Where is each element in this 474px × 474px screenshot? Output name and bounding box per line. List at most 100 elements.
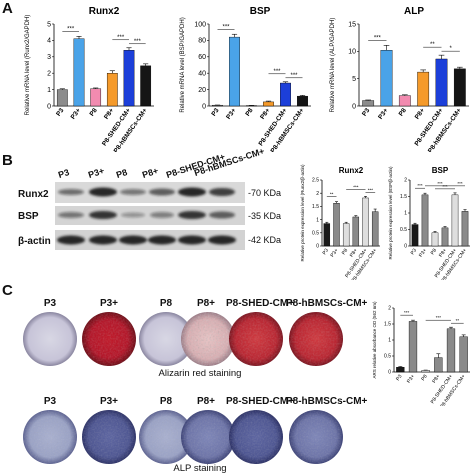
blot-kda-label: -42 KDa: [248, 235, 282, 245]
y-tick-label: 2: [316, 191, 319, 197]
y-tick-label: 2: [404, 178, 407, 184]
significance-label: ***: [417, 183, 423, 188]
y-tick-label: 1.5: [312, 204, 319, 210]
panel-label-c: C: [2, 282, 13, 299]
bar: [398, 95, 411, 107]
y-tick-label: 0.5: [312, 230, 319, 236]
bar: [263, 101, 274, 107]
bar: [229, 36, 240, 107]
dish-label: P8-SHED-CM+: [226, 298, 295, 309]
y-tick-label: 0.5: [384, 354, 391, 360]
bar: [446, 328, 456, 373]
blot-kda-label: -70 KDa: [248, 188, 282, 198]
alizarin-dishes: [23, 312, 343, 366]
y-tick-label: 15: [348, 21, 356, 28]
significance-label: ***: [222, 24, 230, 30]
chart-c-ars: ARS relative absorbance OD (562 nm) 0 0.5 1…: [372, 301, 470, 406]
bar: [106, 72, 118, 107]
x-tick-label: P8+: [414, 107, 427, 121]
significance-label: ***: [67, 26, 75, 32]
alp-title: ALP staining: [173, 463, 227, 474]
bar: [408, 321, 418, 373]
bar: [56, 89, 68, 107]
y-tick-label: 2: [388, 306, 391, 312]
panel-label-a: A: [2, 0, 13, 17]
y-tick-label: 4: [47, 38, 51, 45]
x-tick-label: P3: [361, 107, 372, 118]
bar: [441, 227, 449, 247]
x-tick-label: P3+: [330, 248, 340, 259]
chart-a-bsp: BSP Relative mRNA level (BSP/GAPDH) 0 20 40 6…: [180, 6, 311, 152]
x-tick-label: P3: [210, 107, 221, 118]
bar: [431, 232, 439, 247]
chart-title: ALP: [404, 6, 424, 17]
bar: [352, 216, 360, 247]
y-tick-label: 10: [348, 49, 356, 56]
y-tick-label: 0: [47, 103, 51, 110]
y-tick-label: 0: [352, 103, 356, 110]
dish-label: P8-hBMSCs-CM+: [286, 298, 368, 309]
bar: [297, 95, 308, 107]
bar: [140, 65, 152, 107]
chart-title: Runx2: [339, 166, 364, 175]
chart-title: BSP: [432, 166, 449, 175]
blot-row-label: β-actin: [18, 236, 51, 247]
chart-a-runx2: Runx2 Relative mRNA level (Runx2/GAPDH) 0 1…: [25, 6, 154, 152]
dish-label: P8-SHED-CM+: [226, 396, 295, 407]
dish-label: P8: [159, 298, 173, 309]
y-tick-label: 0: [202, 103, 206, 110]
x-tick-label: P8+: [259, 107, 272, 121]
x-tick-label: P3+: [418, 248, 428, 259]
y-tick-label: 100: [194, 21, 206, 28]
y-tick-label: 5: [47, 21, 51, 28]
x-tick-label: P8: [430, 248, 439, 257]
y-tick-label: 20: [198, 87, 206, 94]
significance-label: ***: [436, 315, 442, 320]
y-tick-label: 2.5: [312, 178, 319, 184]
dish-p3: [23, 312, 77, 366]
y-tick-label: 0: [388, 370, 391, 376]
y-tick-label: 1.5: [384, 322, 391, 328]
x-tick-label: P3: [55, 107, 66, 118]
x-tick-label: P8: [398, 107, 409, 118]
bar: [421, 194, 429, 247]
bar: [435, 58, 448, 107]
y-tick-label: 5: [352, 76, 356, 83]
y-tick-label: 1: [404, 211, 407, 217]
significance-label: **: [456, 318, 460, 323]
significance-label: ***: [353, 184, 359, 189]
dish-label: P3+: [99, 298, 119, 309]
y-tick-label: 2: [47, 71, 51, 78]
alizarin-title: Alizarin red staining: [158, 368, 242, 379]
significance-label: ***: [404, 310, 410, 315]
significance-label: ***: [457, 181, 463, 186]
x-tick-label: P3+: [406, 374, 416, 385]
x-tick-label: P3+: [225, 107, 238, 121]
chart-b-runx2: Runx2 Relative protein expression level (…: [300, 164, 380, 280]
x-tick-label: P8: [420, 374, 429, 383]
chart-a-alp: ALP Relative mRNA level (ALP/GAPDH) 0 5 10 15…: [330, 6, 469, 152]
bar: [434, 357, 443, 373]
bar: [451, 194, 459, 247]
y-tick-label: 0: [404, 244, 407, 250]
y-axis-label: Relative mRNA level (ALP/GAPDH): [330, 18, 336, 113]
x-tick-label: P8-hBMSCs-CM+: [427, 107, 463, 152]
y-axis-label: Relative mRNA level (BSP/GAPDH): [180, 17, 186, 112]
dish-label: P3: [43, 298, 57, 309]
lane-label: P3: [56, 167, 71, 180]
chart-title: Runx2: [89, 6, 120, 17]
x-tick-label: P8+: [438, 248, 448, 259]
y-axis-label: Relative protein expression level (BSP/β…: [388, 166, 393, 259]
bar: [461, 211, 469, 247]
bar: [421, 370, 430, 373]
y-tick-label: 1: [47, 87, 51, 94]
x-tick-label: P3+: [377, 107, 390, 121]
x-tick-label: P8: [341, 248, 350, 257]
significance-label: ***: [117, 35, 125, 41]
chart-b-bsp: BSP Relative protein expression level (BS…: [388, 166, 470, 280]
dish-label: P3: [43, 396, 57, 407]
y-axis-label: Relative mRNA level (Runx2/GAPDH): [25, 15, 31, 116]
bar: [362, 197, 369, 247]
bar: [411, 224, 419, 247]
x-tick-label: P3: [395, 374, 404, 383]
